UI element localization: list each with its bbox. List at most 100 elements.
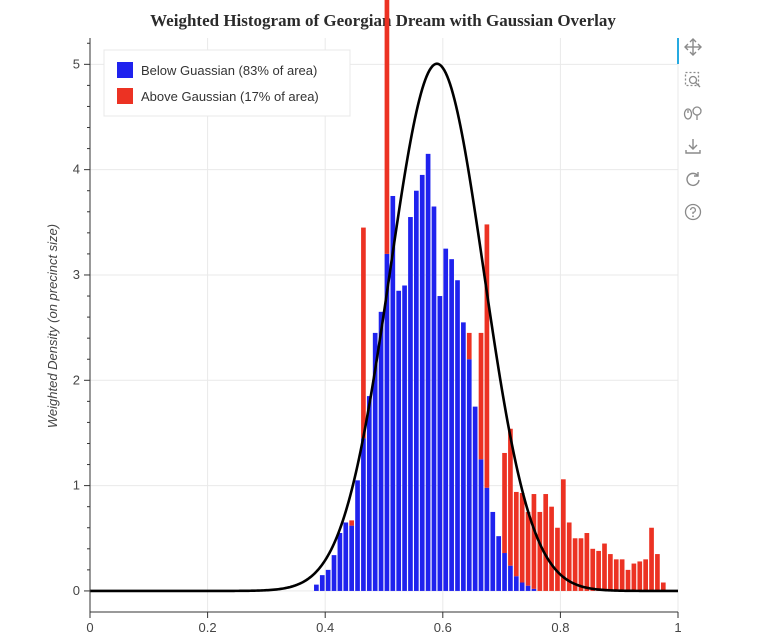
bar-above-gaussian: [584, 533, 590, 591]
bar-below-gaussian: [378, 311, 384, 591]
gaussian-curve: [90, 62, 678, 593]
wheel-zoom-icon[interactable]: [682, 102, 704, 124]
bar-above-gaussian: [361, 227, 366, 439]
x-tick-label: 0.2: [199, 620, 217, 634]
bar-above-gaussian: [637, 561, 643, 591]
bar-above-gaussian: [537, 511, 543, 591]
pan-icon[interactable]: [682, 36, 704, 58]
bar-below-gaussian: [384, 253, 390, 591]
bar-below-gaussian: [496, 536, 501, 591]
bar-above-gaussian: [572, 538, 578, 591]
bar-above-gaussian: [349, 520, 354, 526]
chart-title: Weighted Histogram of Georgian Dream wit…: [150, 11, 616, 30]
bar-below-gaussian: [466, 359, 472, 591]
bar-below-gaussian: [461, 322, 466, 591]
x-tick-label: 0.8: [551, 620, 569, 634]
bar-below-gaussian: [366, 396, 372, 591]
bar-below-gaussian: [449, 259, 454, 591]
bar-above-gaussian: [484, 224, 490, 488]
bar-below-gaussian: [525, 585, 531, 591]
bar-below-gaussian: [431, 206, 437, 591]
bar-below-gaussian: [314, 584, 319, 591]
save-icon[interactable]: [682, 135, 704, 157]
bar-below-gaussian: [408, 217, 413, 591]
bar-above-gaussian: [649, 527, 654, 591]
x-tick-label: 0.6: [434, 620, 452, 634]
bar-above-gaussian: [561, 479, 566, 591]
bar-above-gaussian: [631, 563, 637, 591]
bar-above-gaussian: [619, 559, 625, 591]
bar-below-gaussian: [414, 190, 419, 591]
bar-above-gaussian: [384, 0, 390, 254]
active-tool-indicator: [677, 38, 679, 64]
bar-above-gaussian: [566, 522, 572, 591]
histogram-bars: [314, 0, 666, 591]
y-tick-label: 5: [73, 56, 80, 71]
bar-below-gaussian: [484, 487, 490, 591]
legend-swatch-below: [117, 62, 133, 78]
bar-above-gaussian: [602, 543, 607, 591]
bar-above-gaussian: [578, 538, 584, 591]
bar-below-gaussian: [478, 459, 484, 591]
bar-above-gaussian: [625, 569, 631, 591]
bar-above-gaussian: [655, 554, 660, 591]
bar-below-gaussian: [325, 569, 331, 591]
reset-icon[interactable]: [682, 168, 704, 190]
bar-above-gaussian: [555, 527, 560, 591]
bar-above-gaussian: [508, 428, 513, 566]
plot-toolbar: [680, 36, 706, 234]
bar-below-gaussian: [531, 588, 537, 591]
bar-below-gaussian: [455, 280, 460, 591]
bar-above-gaussian: [531, 494, 537, 589]
bar-above-gaussian: [519, 492, 525, 583]
bar-below-gaussian: [372, 332, 378, 591]
bar-above-gaussian: [643, 559, 648, 591]
y-tick-label: 3: [73, 267, 80, 282]
y-tick-label: 1: [73, 478, 80, 493]
bar-below-gaussian: [331, 555, 337, 591]
legend-box: [103, 49, 351, 117]
x-tick-label: 1: [674, 620, 681, 634]
bar-below-gaussian: [443, 248, 449, 591]
bar-below-gaussian: [472, 406, 478, 591]
y-tick-label: 4: [73, 162, 80, 177]
legend-label-above: Above Gaussian (17% of area): [141, 89, 319, 104]
bar-above-gaussian: [613, 559, 619, 591]
help-icon[interactable]: [682, 201, 704, 223]
legend-swatch-above: [117, 88, 133, 104]
bar-above-gaussian: [502, 452, 507, 554]
bar-below-gaussian: [425, 153, 431, 591]
bar-below-gaussian: [437, 296, 443, 591]
y-tick-label: 2: [73, 372, 80, 387]
bar-below-gaussian: [319, 575, 325, 591]
y-tick-label: 0: [73, 583, 80, 598]
box-zoom-icon[interactable]: [682, 69, 704, 91]
bar-above-gaussian: [478, 332, 484, 460]
bar-below-gaussian: [402, 285, 407, 591]
y-axis-label: Weighted Density (on precinct size): [45, 224, 60, 428]
bar-below-gaussian: [490, 511, 496, 591]
bar-below-gaussian: [390, 195, 396, 591]
x-tick-label: 0.4: [316, 620, 334, 634]
bar-above-gaussian: [525, 511, 531, 586]
bar-below-gaussian: [396, 290, 402, 591]
bar-below-gaussian: [519, 582, 525, 591]
bar-below-gaussian: [508, 565, 513, 591]
bar-below-gaussian: [355, 480, 360, 591]
bar-above-gaussian: [466, 332, 472, 360]
bar-above-gaussian: [549, 506, 554, 591]
bar-below-gaussian: [513, 576, 519, 591]
bar-below-gaussian: [343, 522, 349, 591]
bar-above-gaussian: [513, 491, 519, 577]
legend: Below Guassian (83% of area) Above Gauss…: [103, 49, 351, 117]
bar-above-gaussian: [543, 494, 549, 591]
bar-above-gaussian: [660, 582, 666, 591]
bar-above-gaussian: [608, 554, 613, 591]
bar-above-gaussian: [590, 548, 596, 591]
bar-below-gaussian: [337, 533, 343, 591]
grid: [89, 38, 679, 612]
bar-below-gaussian: [361, 438, 366, 591]
legend-label-below: Below Guassian (83% of area): [141, 63, 317, 78]
